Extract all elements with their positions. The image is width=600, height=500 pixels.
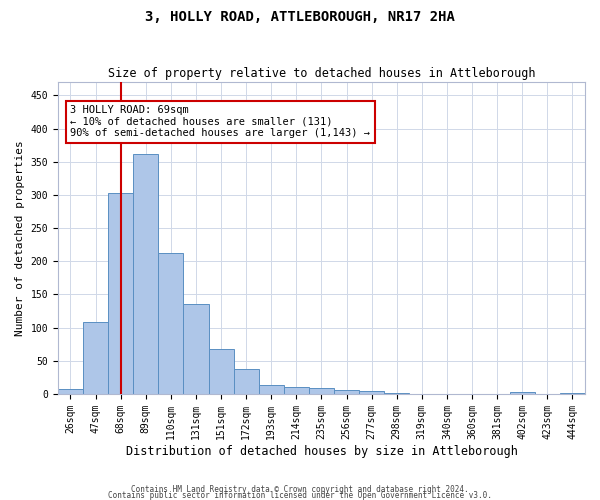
Bar	[58, 390, 83, 394]
Y-axis label: Number of detached properties: Number of detached properties	[15, 140, 25, 336]
Bar	[158, 254, 184, 394]
Bar	[83, 322, 108, 394]
Bar	[284, 388, 309, 394]
Text: Contains public sector information licensed under the Open Government Licence v3: Contains public sector information licen…	[108, 490, 492, 500]
Bar	[309, 388, 334, 394]
Bar	[359, 390, 384, 394]
Bar	[334, 390, 359, 394]
Text: Contains HM Land Registry data © Crown copyright and database right 2024.: Contains HM Land Registry data © Crown c…	[131, 484, 469, 494]
X-axis label: Distribution of detached houses by size in Attleborough: Distribution of detached houses by size …	[125, 444, 517, 458]
Text: 3, HOLLY ROAD, ATTLEBOROUGH, NR17 2HA: 3, HOLLY ROAD, ATTLEBOROUGH, NR17 2HA	[145, 10, 455, 24]
Text: 3 HOLLY ROAD: 69sqm
← 10% of detached houses are smaller (131)
90% of semi-detac: 3 HOLLY ROAD: 69sqm ← 10% of detached ho…	[70, 106, 370, 138]
Bar	[108, 193, 133, 394]
Bar	[510, 392, 535, 394]
Bar	[259, 386, 284, 394]
Bar	[560, 392, 585, 394]
Bar	[133, 154, 158, 394]
Title: Size of property relative to detached houses in Attleborough: Size of property relative to detached ho…	[108, 66, 535, 80]
Bar	[184, 304, 209, 394]
Bar	[233, 369, 259, 394]
Bar	[209, 349, 233, 394]
